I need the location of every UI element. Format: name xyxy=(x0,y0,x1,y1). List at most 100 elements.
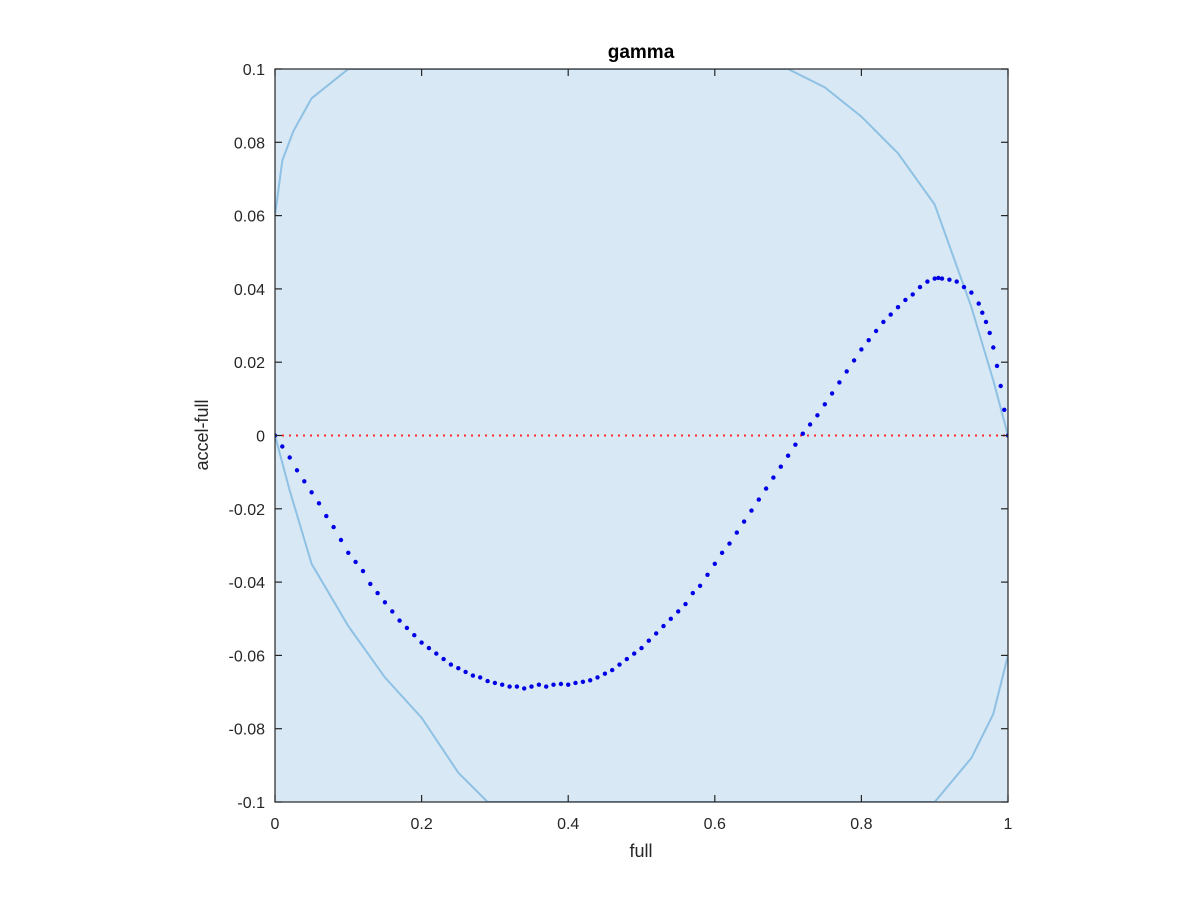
data-point xyxy=(412,633,417,638)
data-point xyxy=(294,468,300,473)
chart-title: gamma xyxy=(608,42,675,63)
data-point xyxy=(719,550,725,555)
data-point xyxy=(961,284,967,290)
data-point xyxy=(932,276,937,281)
data-point xyxy=(987,330,992,336)
data-point xyxy=(338,537,344,543)
data-point xyxy=(888,312,893,317)
data-point xyxy=(566,682,571,687)
data-point xyxy=(375,590,380,596)
data-point xyxy=(815,413,820,418)
data-point xyxy=(456,666,461,671)
data-point xyxy=(463,669,468,675)
data-point xyxy=(280,444,285,449)
data-point xyxy=(741,519,747,524)
x-tick-label: 0 xyxy=(271,816,280,833)
data-point xyxy=(778,464,783,469)
y-axis: -0.1 -0.08 -0.06 -0.04 -0.02 0 0.02 0.04 0.06 0.0… xyxy=(229,62,1008,812)
data-point xyxy=(851,358,857,363)
data-point xyxy=(353,559,358,565)
data-point xyxy=(991,345,996,350)
data-point xyxy=(602,671,608,676)
y-tick-label: 0.04 xyxy=(234,282,265,299)
data-point xyxy=(316,501,322,506)
data-point xyxy=(734,530,739,535)
data-point xyxy=(485,678,490,684)
data-point xyxy=(756,497,761,502)
data-point xyxy=(697,583,703,588)
y-tick-label: 0.02 xyxy=(234,355,265,372)
data-point xyxy=(998,383,1003,389)
data-point xyxy=(822,402,827,407)
data-point xyxy=(558,681,564,687)
data-point xyxy=(470,673,476,678)
data-point xyxy=(302,479,307,484)
x-tick-label: 1 xyxy=(1004,816,1013,833)
data-point xyxy=(895,305,901,310)
y-tick-label: 0 xyxy=(256,429,265,446)
data-point xyxy=(500,682,505,687)
y-tick-label: -0.1 xyxy=(237,795,265,812)
data-point xyxy=(654,631,659,636)
data-point xyxy=(829,391,835,396)
x-tick-label: 0.6 xyxy=(704,816,726,833)
data-point xyxy=(705,572,710,577)
data-point xyxy=(360,568,366,574)
data-point xyxy=(947,277,952,282)
data-point xyxy=(807,422,813,427)
confidence-band xyxy=(275,69,1008,802)
data-point xyxy=(624,656,629,662)
y-tick-label: -0.02 xyxy=(229,502,266,519)
y-tick-label: -0.06 xyxy=(229,648,266,665)
data-point xyxy=(419,640,424,645)
data-point xyxy=(936,275,941,281)
data-point xyxy=(588,678,593,683)
data-point xyxy=(478,675,483,680)
data-point xyxy=(287,455,292,460)
y-tick-label: 0.1 xyxy=(243,62,265,79)
data-point xyxy=(903,297,908,303)
data-point xyxy=(690,590,695,596)
y-tick-label: -0.04 xyxy=(229,575,266,592)
data-point xyxy=(639,645,644,651)
confidence-band-upper-edge xyxy=(275,69,1008,436)
data-point xyxy=(544,684,549,689)
data-points xyxy=(275,275,1008,691)
data-point xyxy=(969,290,974,295)
data-point xyxy=(925,279,930,284)
y-tick-label: 0.08 xyxy=(234,135,265,152)
data-point xyxy=(448,662,454,667)
confidence-band-lower-edge xyxy=(275,435,1008,802)
data-point xyxy=(859,347,864,352)
x-axis: 0 0.2 0.4 0.6 0.8 1 xyxy=(271,69,1013,833)
data-point xyxy=(668,616,673,621)
data-point xyxy=(331,524,336,530)
data-point xyxy=(441,656,446,662)
data-point xyxy=(646,638,651,643)
x-tick-label: 0.8 xyxy=(850,816,872,833)
y-tick-label: -0.08 xyxy=(229,722,266,739)
plot-area xyxy=(275,69,1008,802)
data-point xyxy=(881,319,886,325)
data-point xyxy=(785,453,791,458)
data-point xyxy=(983,319,989,325)
data-point xyxy=(910,292,915,297)
data-point xyxy=(382,600,388,605)
data-point xyxy=(368,581,373,587)
data-point xyxy=(800,431,805,436)
data-point xyxy=(404,625,410,631)
data-point xyxy=(610,667,615,673)
data-point xyxy=(617,662,622,667)
data-point xyxy=(551,682,556,687)
x-tick-label: 0.4 xyxy=(557,816,579,833)
data-point xyxy=(727,541,732,546)
data-point xyxy=(844,369,849,374)
data-point xyxy=(712,561,717,566)
data-point xyxy=(954,279,959,284)
data-point xyxy=(434,651,439,656)
data-point xyxy=(939,276,945,281)
data-point xyxy=(873,328,879,334)
data-point xyxy=(529,684,534,689)
data-point xyxy=(346,550,351,555)
data-point xyxy=(426,645,432,651)
